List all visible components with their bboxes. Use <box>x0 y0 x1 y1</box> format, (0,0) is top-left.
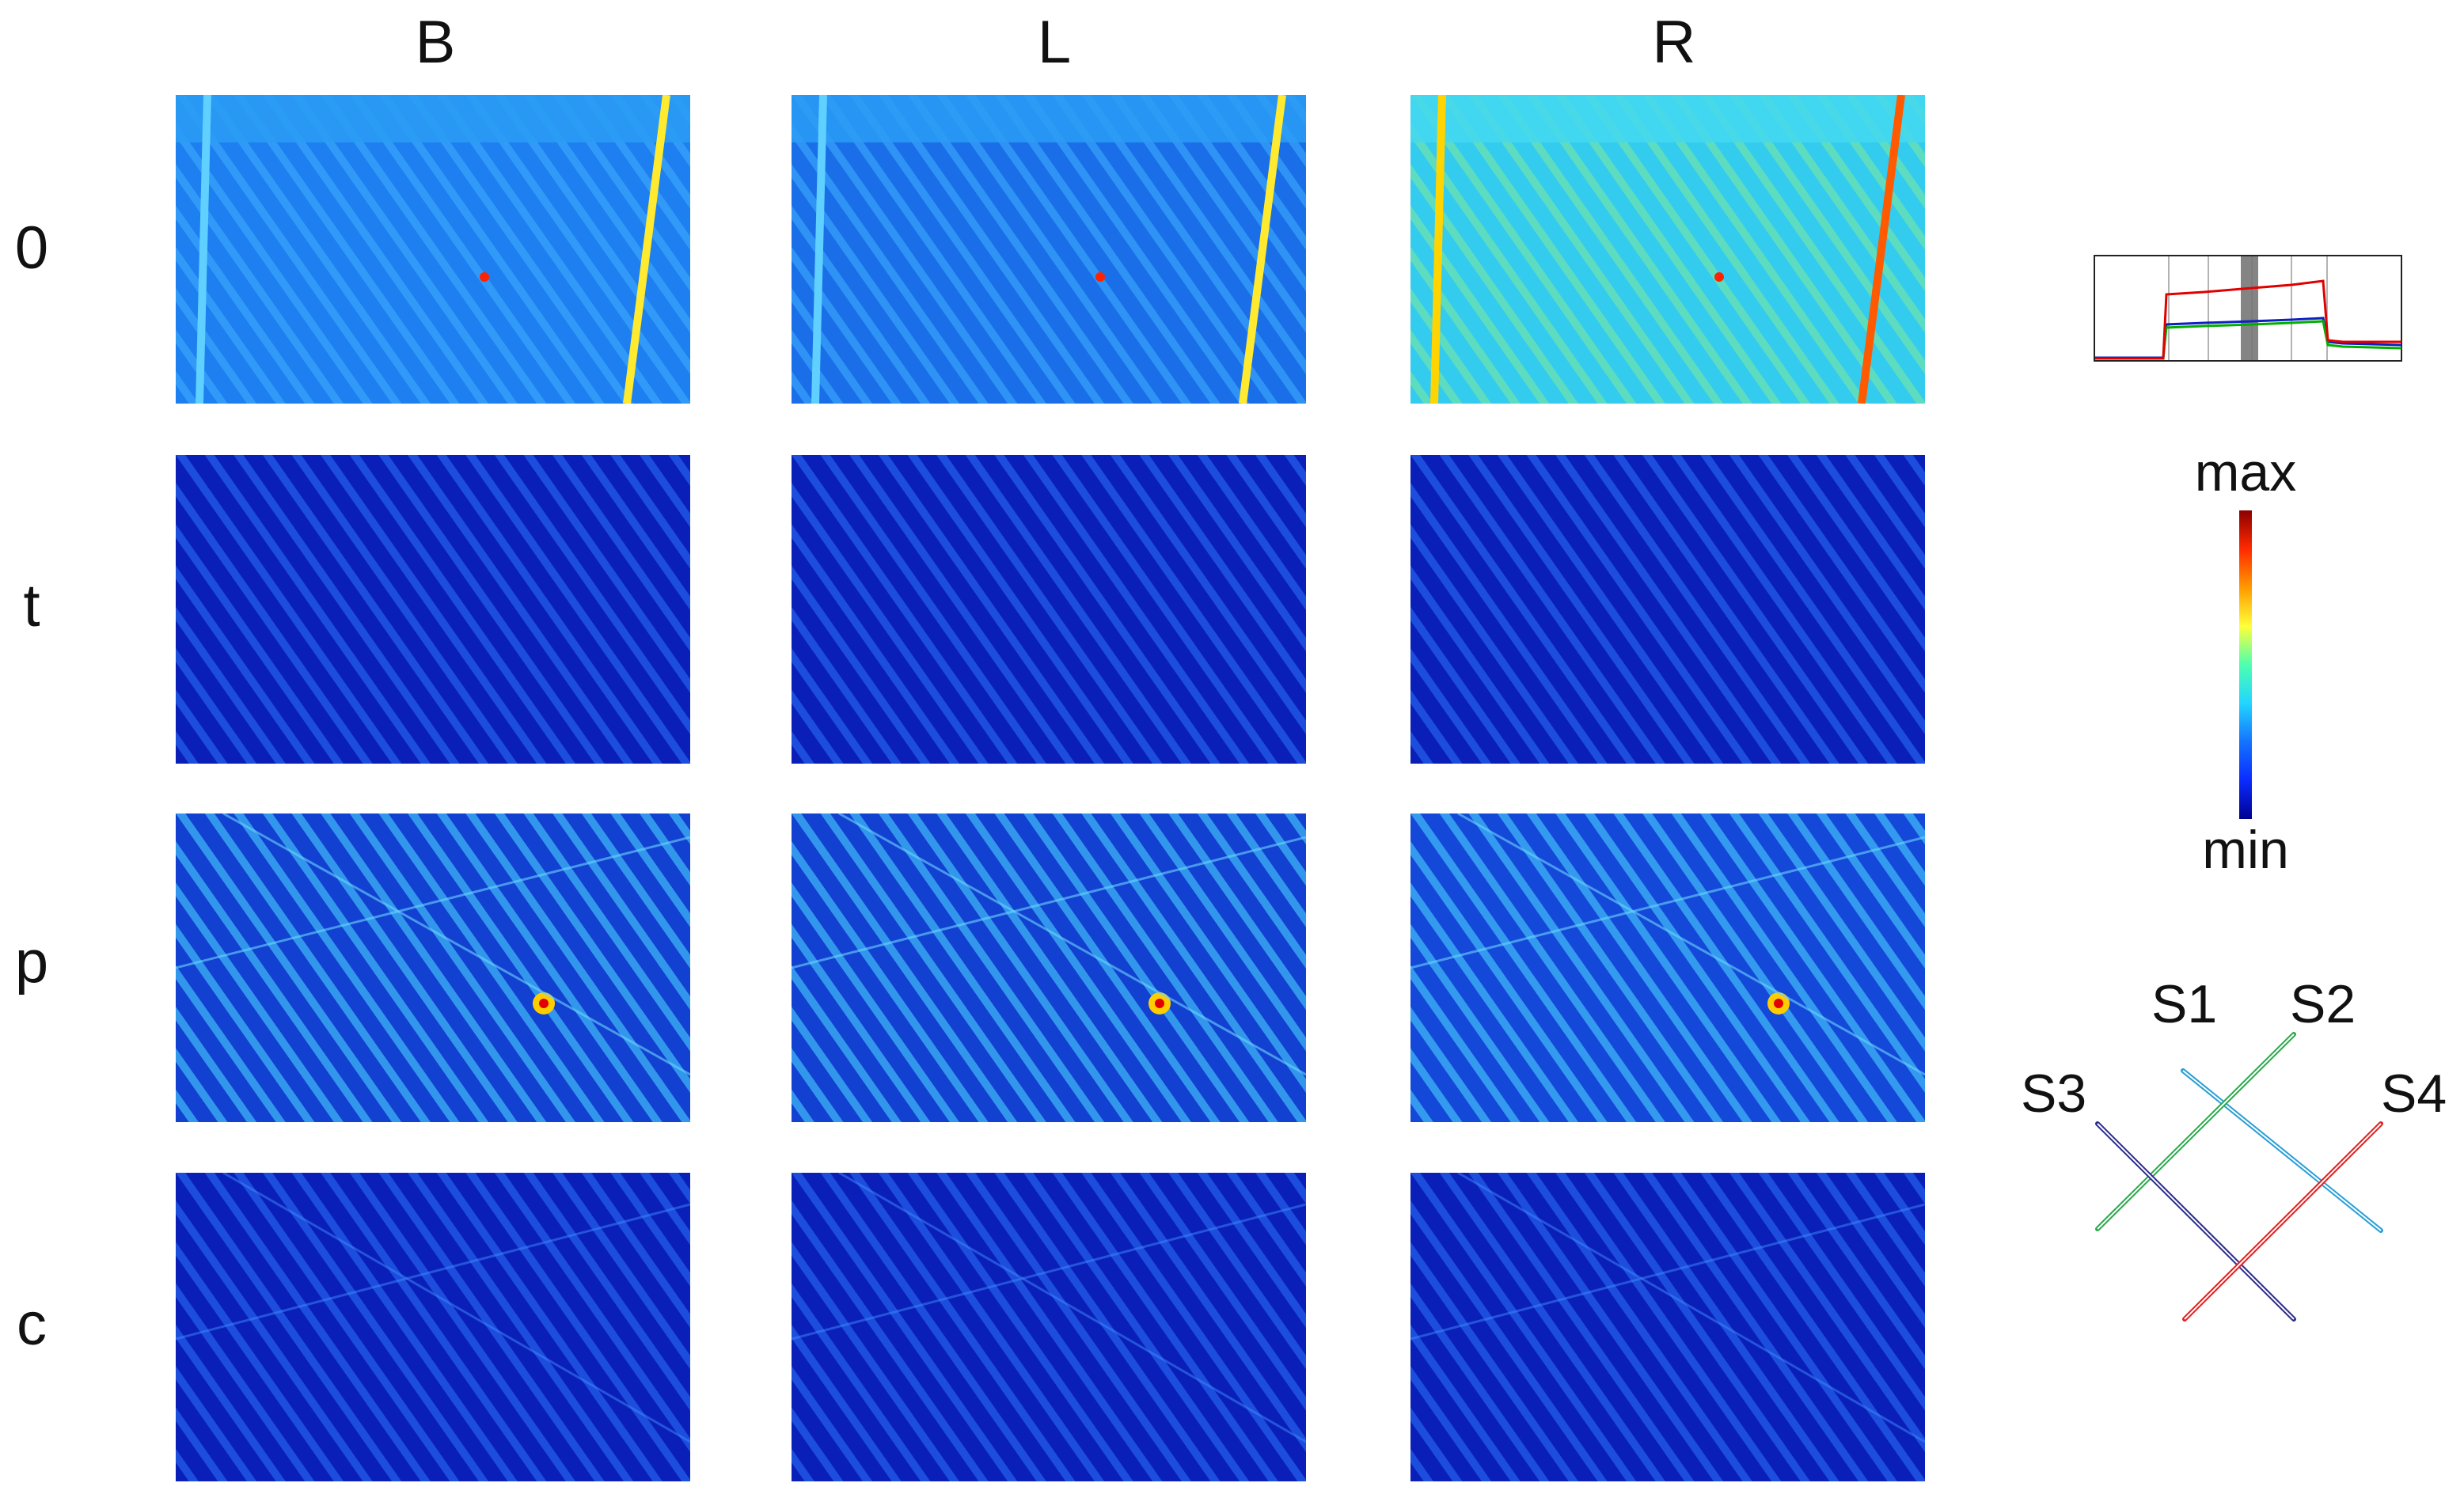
heatmap-panel-t-L <box>792 455 1306 764</box>
heatmap-panel-0-L <box>792 95 1306 404</box>
heatmap-panel-c-B <box>176 1173 690 1481</box>
heatmap-panel-0-R <box>1410 95 1925 404</box>
heatmap-panel-p-L <box>792 813 1306 1122</box>
heatmap-panel-0-B <box>176 95 690 404</box>
sensor-diagram: S1 S2 S3 S4 <box>2021 974 2447 1322</box>
colorbar-max-label: max <box>2194 442 2297 502</box>
colorbar-min-label: min <box>2202 820 2289 880</box>
colorbar <box>2239 510 2252 819</box>
row-label-t: t <box>23 572 40 639</box>
sensor-s3-label: S3 <box>2021 1064 2086 1124</box>
heatmap-panel-t-R <box>1410 455 1925 764</box>
sensor-s2-line <box>2095 1032 2296 1231</box>
row-label-0: 0 <box>14 214 49 282</box>
trace-red <box>2095 279 2401 360</box>
heatmap-panel-p-B <box>176 813 690 1122</box>
column-label-l: L <box>1037 9 1072 76</box>
column-label-r: R <box>1652 9 1696 76</box>
sensor-s4-line <box>2182 1121 2383 1322</box>
row-label-c: c <box>17 1291 47 1358</box>
trace-highlight-band <box>2241 256 2258 360</box>
sensor-s1-label: S1 <box>2151 974 2217 1034</box>
sensor-s4-label: S4 <box>2381 1064 2447 1124</box>
heatmap-panel-p-R <box>1410 813 1925 1122</box>
sensor-s3-line <box>2095 1121 2296 1322</box>
heatmap-panel-c-R <box>1410 1173 1925 1481</box>
heatmap-panel-c-L <box>792 1173 1306 1481</box>
row-label-p: p <box>14 928 49 996</box>
sensor-s1-line <box>2181 1068 2383 1233</box>
column-label-b: B <box>415 9 456 76</box>
sensor-s2-label: S2 <box>2290 974 2356 1034</box>
trace-inset <box>2094 255 2402 362</box>
heatmap-panel-t-B <box>176 455 690 764</box>
